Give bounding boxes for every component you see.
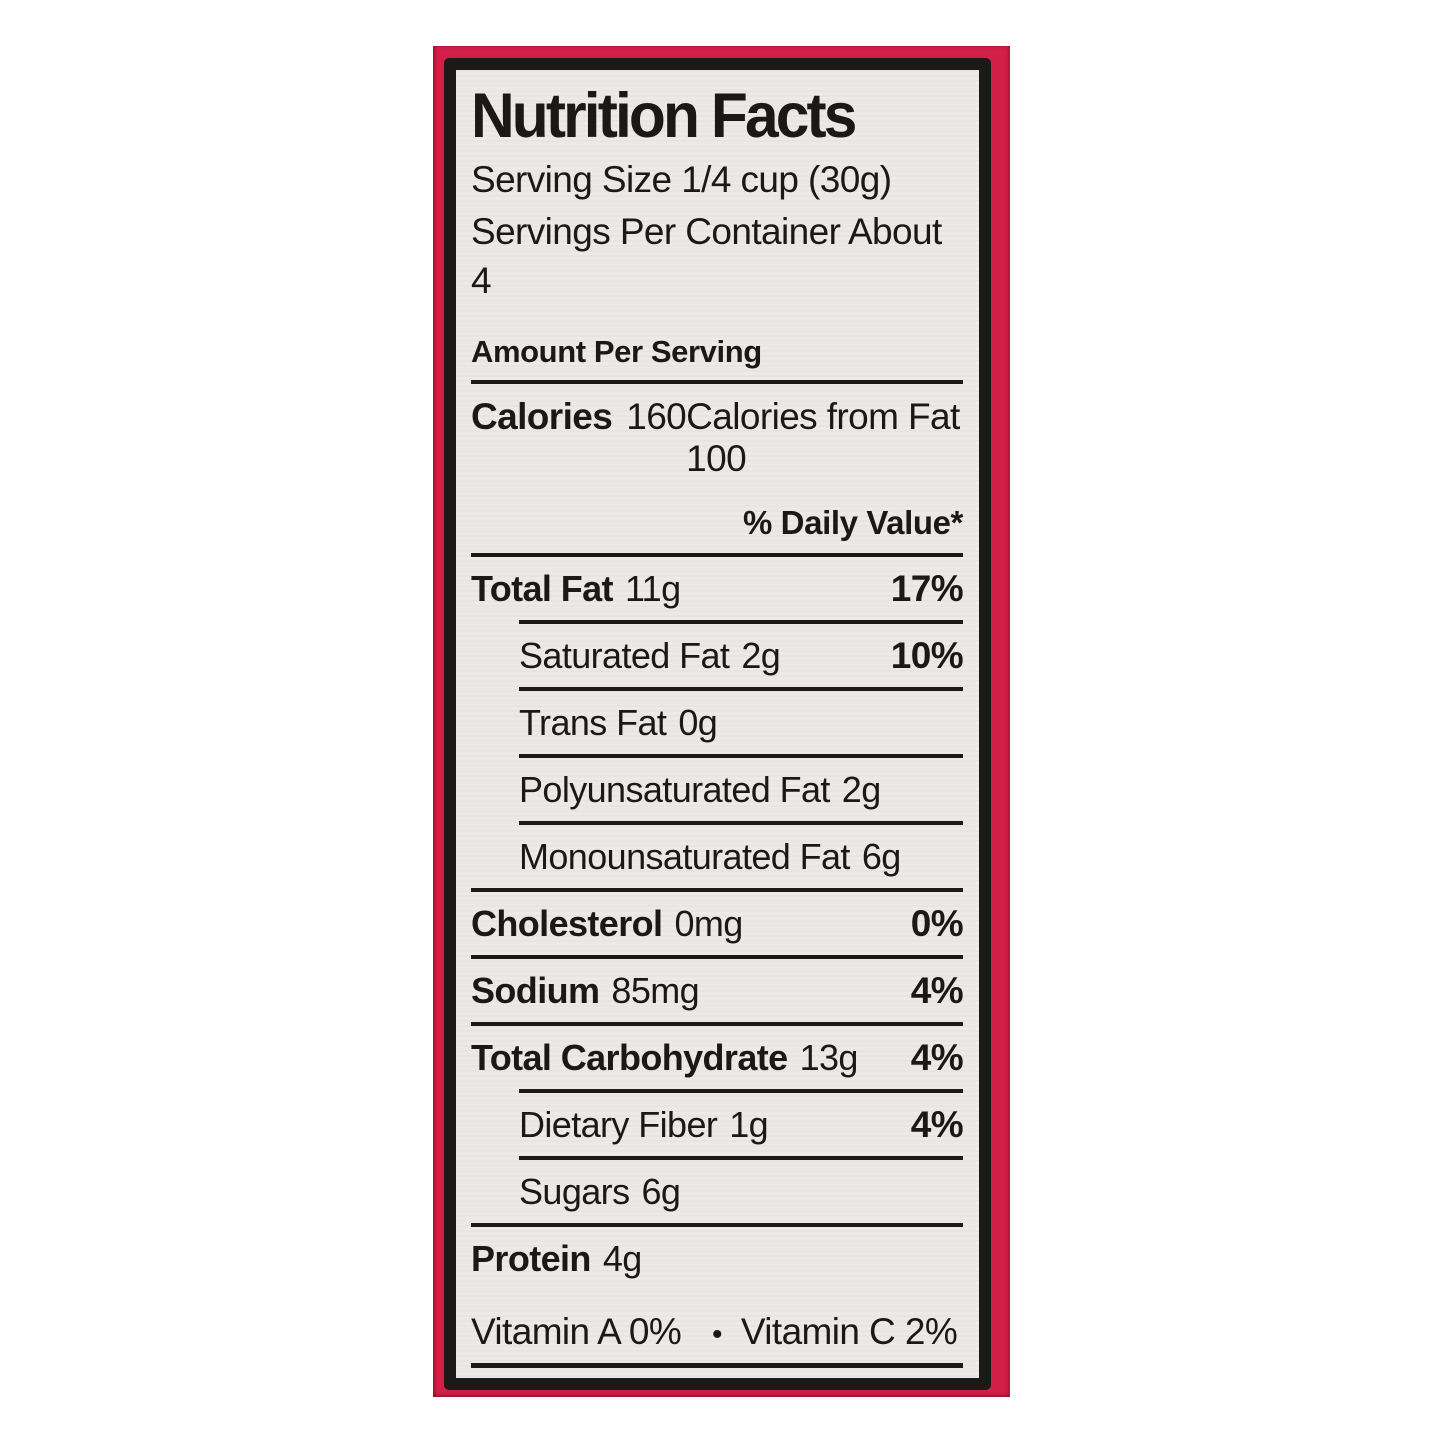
- nutrient-name: Sugars: [519, 1171, 630, 1212]
- micronutrient-left: Vitamin A 0%: [471, 1311, 682, 1352]
- nutrition-facts-label: Nutrition Facts Serving Size 1/4 cup (30…: [444, 58, 991, 1390]
- calories-row: Calories 160 Calories from Fat 100: [471, 384, 963, 493]
- nutrient-row-trans-fat: Trans Fat 0g: [471, 691, 963, 754]
- nutrient-daily-value: 17%: [890, 568, 964, 609]
- nutrient-amount: 85mg: [611, 970, 700, 1011]
- micronutrient-left: Calcium 2%: [471, 1377, 699, 1378]
- nutrient-amount: 1g: [729, 1104, 769, 1145]
- divider-rule: [471, 1363, 963, 1368]
- nutrient-row-monounsaturated-fat: Monounsaturated Fat 6g: [471, 825, 963, 888]
- nutrient-amount: 13g: [799, 1037, 859, 1078]
- divider-rule: [519, 1089, 963, 1093]
- micronutrient-right: Vitamin C 2%: [740, 1311, 958, 1352]
- nutrient-row-sodium: Sodium 85mg 4%: [471, 959, 964, 1022]
- divider-rule: [471, 1022, 963, 1026]
- nutrient-amount: 2g: [841, 769, 881, 810]
- divider-rule: [519, 754, 963, 758]
- nutrient-amount: 0mg: [674, 903, 743, 944]
- nutrient-row-protein: Protein 4g: [471, 1227, 963, 1290]
- divider-rule: [519, 1156, 963, 1160]
- nutrient-amount: 6g: [861, 836, 901, 877]
- nutrient-name: Total Carbohydrate: [471, 1037, 788, 1078]
- micronutrient-row-vitamins: Vitamin A 0% • Vitamin C 2%: [471, 1302, 963, 1363]
- amount-per-serving-label: Amount Per Serving: [471, 334, 762, 369]
- nutrient-name: Monounsaturated Fat: [519, 836, 850, 877]
- bullet-separator-icon: •: [712, 1318, 723, 1351]
- nutrient-name: Protein: [471, 1238, 591, 1279]
- bullet-separator-icon: •: [699, 1384, 735, 1390]
- divider-rule: [519, 620, 963, 624]
- divider-rule: [471, 380, 963, 384]
- calories-from-fat-text: Calories from Fat 100: [686, 396, 960, 479]
- nutrient-row-saturated-fat: Saturated Fat 2g 10%: [471, 624, 964, 687]
- nutrient-row-cholesterol: Cholesterol 0mg 0%: [471, 892, 964, 955]
- nutrient-amount: 0g: [678, 702, 718, 743]
- nutrient-amount: 4g: [602, 1238, 642, 1279]
- calories-value: 160: [626, 396, 687, 437]
- micronutrient-right: Iron 8%: [735, 1377, 963, 1378]
- nutrient-daily-value: 10%: [890, 635, 964, 676]
- divider-rule: [519, 687, 963, 691]
- serving-size-text: Serving Size 1/4 cup (30g): [471, 158, 892, 200]
- nutrient-row-total-fat: Total Fat 11g 17%: [471, 557, 964, 620]
- daily-value-header: % Daily Value*: [742, 504, 963, 541]
- nutrient-name: Total Fat: [471, 568, 614, 609]
- divider-rule: [471, 1223, 963, 1227]
- servings-per-container-text: Servings Per Container About 4: [471, 211, 942, 302]
- divider-rule: [471, 888, 963, 892]
- nutrient-row-sugars: Sugars 6g: [471, 1160, 963, 1223]
- nutrient-name: Saturated Fat: [519, 635, 730, 676]
- nutrient-daily-value: 4%: [910, 1104, 964, 1145]
- nutrient-row-total-carbohydrate: Total Carbohydrate 13g 4%: [471, 1026, 964, 1089]
- nutrient-amount: 6g: [641, 1171, 681, 1212]
- calories-label: Calories: [471, 396, 613, 437]
- divider-rule: [471, 955, 963, 959]
- nutrient-daily-value: 0%: [910, 903, 964, 944]
- nutrient-amount: 11g: [624, 568, 681, 609]
- label-title: Nutrition Facts: [471, 81, 857, 151]
- micronutrient-row-minerals: Calcium 2% • Iron 8%: [471, 1368, 963, 1390]
- nutrient-name: Sodium: [471, 970, 600, 1011]
- divider-rule: [471, 553, 963, 557]
- nutrient-name: Dietary Fiber: [519, 1104, 718, 1145]
- nutrient-name: Cholesterol: [471, 903, 663, 944]
- nutrient-row-dietary-fiber: Dietary Fiber 1g 4%: [471, 1093, 964, 1156]
- red-packaging-background: Nutrition Facts Serving Size 1/4 cup (30…: [433, 46, 1010, 1397]
- nutrient-amount: 2g: [741, 635, 781, 676]
- nutrient-name: Trans Fat: [519, 702, 667, 743]
- nutrient-row-polyunsaturated-fat: Polyunsaturated Fat 2g: [471, 758, 963, 821]
- nutrient-name: Polyunsaturated Fat: [519, 769, 830, 810]
- divider-rule: [519, 821, 963, 825]
- nutrient-daily-value: 4%: [910, 970, 964, 1011]
- nutrient-daily-value: 4%: [910, 1037, 964, 1078]
